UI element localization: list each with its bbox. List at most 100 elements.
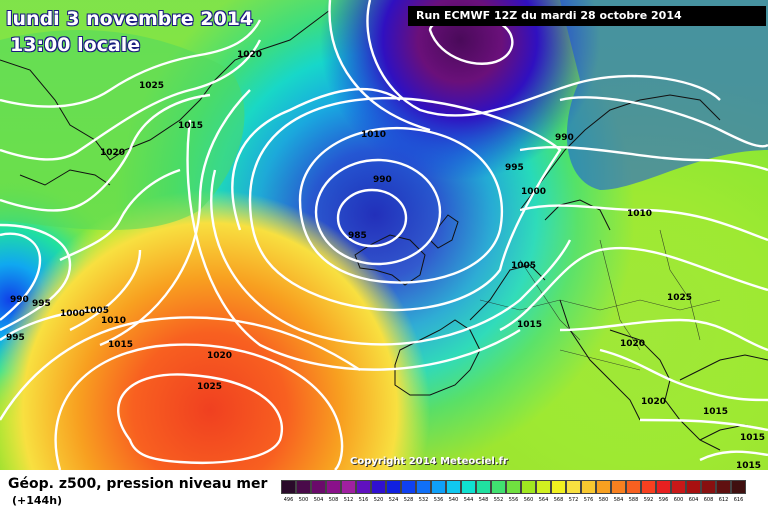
scale-swatch <box>716 480 731 494</box>
scale-swatch <box>341 480 356 494</box>
coastlines <box>0 9 768 451</box>
scale-swatch <box>281 480 296 494</box>
scale-swatch <box>686 480 701 494</box>
scale-value-label: 584 <box>613 497 624 503</box>
iso-1015-france: 1015 <box>517 320 542 330</box>
scale-value-label: 528 <box>403 497 414 503</box>
scale-swatch <box>731 480 746 494</box>
scale-swatch <box>671 480 686 494</box>
scale-value-label: 532 <box>418 497 429 503</box>
iso-1000-west: 1000 <box>60 309 85 319</box>
scale-swatch <box>641 480 656 494</box>
forecast-time-title: 13:00 locale <box>10 34 141 56</box>
color-scale <box>281 480 746 494</box>
geopotential-pressure-map: 1020 1025 1015 1020 1010 990 985 990 995… <box>0 0 768 470</box>
scale-value-label: 608 <box>703 497 714 503</box>
scale-swatch <box>506 480 521 494</box>
iso-1025-eastern-europe: 1025 <box>667 293 692 303</box>
scale-value-label: 604 <box>688 497 699 503</box>
scale-value-label: 560 <box>523 497 534 503</box>
scale-swatch <box>491 480 506 494</box>
scale-swatch <box>311 480 326 494</box>
scale-value-label: 524 <box>388 497 399 503</box>
scale-value-label: 544 <box>463 497 474 503</box>
scale-swatch <box>596 480 611 494</box>
iso-1020-greenland-n: 1020 <box>237 50 262 60</box>
iso-1015-atlantic: 1015 <box>108 340 133 350</box>
scale-value-label: 600 <box>673 497 684 503</box>
forecast-date-title: lundi 3 novembre 2014 <box>6 8 254 30</box>
scale-swatch <box>626 480 641 494</box>
scale-value-label: 548 <box>478 497 489 503</box>
iso-1010-baltic: 1010 <box>627 209 652 219</box>
iso-1010-west: 1010 <box>101 316 126 326</box>
iso-1010-north: 1010 <box>361 130 386 140</box>
iso-1005-benelux: 1005 <box>511 261 536 271</box>
iso-1015-turkey: 1015 <box>703 407 728 417</box>
scale-swatch <box>581 480 596 494</box>
scale-value-label: 616 <box>733 497 744 503</box>
iso-990-scandinavia: 990 <box>555 133 574 143</box>
scale-value-label: 592 <box>643 497 654 503</box>
scale-swatch <box>611 480 626 494</box>
scale-value-label: 512 <box>343 497 354 503</box>
scale-value-label: 596 <box>658 497 669 503</box>
scale-value-label: 612 <box>718 497 729 503</box>
iso-990-west: 990 <box>10 295 29 305</box>
scale-value-label: 564 <box>538 497 549 503</box>
scale-value-label: 496 <box>283 497 294 503</box>
iso-1025-greenland: 1025 <box>139 81 164 91</box>
scale-swatch <box>431 480 446 494</box>
scale-swatch <box>326 480 341 494</box>
scale-swatch <box>356 480 371 494</box>
scale-swatch <box>371 480 386 494</box>
scale-swatch <box>551 480 566 494</box>
scale-swatch <box>386 480 401 494</box>
scale-swatch <box>566 480 581 494</box>
iso-1020-atlantic: 1020 <box>207 351 232 361</box>
copyright-notice: Copyright 2014 Meteociel.fr <box>350 456 508 467</box>
scale-swatch <box>701 480 716 494</box>
iso-1005-west: 1005 <box>84 306 109 316</box>
field-greenland-green <box>0 30 245 230</box>
scale-value-label: 568 <box>553 497 564 503</box>
iso-1020-greece: 1020 <box>641 397 666 407</box>
iso-1015-east-edge: 1015 <box>740 433 765 443</box>
scale-value-label: 516 <box>358 497 369 503</box>
scale-swatch <box>461 480 476 494</box>
scale-swatch <box>446 480 461 494</box>
scale-swatch <box>296 480 311 494</box>
isobars <box>0 0 768 470</box>
scale-value-label: 556 <box>508 497 519 503</box>
iso-995-west-b: 995 <box>6 333 25 343</box>
color-scale-labels: 496 500 504 508 512 516 520 524 528 532 536 540 544 5… <box>281 497 746 503</box>
iso-1025-azores: 1025 <box>197 382 222 392</box>
scale-swatch <box>401 480 416 494</box>
scale-swatch <box>476 480 491 494</box>
iso-995-norway: 995 <box>505 163 524 173</box>
scale-swatch <box>536 480 551 494</box>
iso-1015-greenland: 1015 <box>178 121 203 131</box>
scale-value-label: 536 <box>433 497 444 503</box>
iso-1016-corner: 1015 <box>736 461 761 470</box>
iso-1020-greenland-s: 1020 <box>100 148 125 158</box>
iso-990-north: 990 <box>373 175 392 185</box>
legend-forecast-hour: (+144h) <box>12 494 63 507</box>
scale-value-label: 580 <box>598 497 609 503</box>
iso-985-low: 985 <box>348 231 367 241</box>
legend-title: Géop. z500, pression niveau mer <box>8 476 268 492</box>
iso-1000-northsea: 1000 <box>521 187 546 197</box>
scale-value-label: 508 <box>328 497 339 503</box>
legend-footer: Géop. z500, pression niveau mer (+144h) … <box>0 470 768 512</box>
scale-value-label: 500 <box>298 497 309 503</box>
model-run-label: Run ECMWF 12Z du mardi 28 octobre 2014 <box>408 6 766 26</box>
scale-value-label: 540 <box>448 497 459 503</box>
scale-swatch <box>656 480 671 494</box>
scale-value-label: 520 <box>373 497 384 503</box>
scale-value-label: 572 <box>568 497 579 503</box>
scale-value-label: 504 <box>313 497 324 503</box>
scale-value-label: 588 <box>628 497 639 503</box>
scale-swatch <box>416 480 431 494</box>
isobar-labels: 1020 1025 1015 1020 1010 990 985 990 995… <box>6 50 765 470</box>
